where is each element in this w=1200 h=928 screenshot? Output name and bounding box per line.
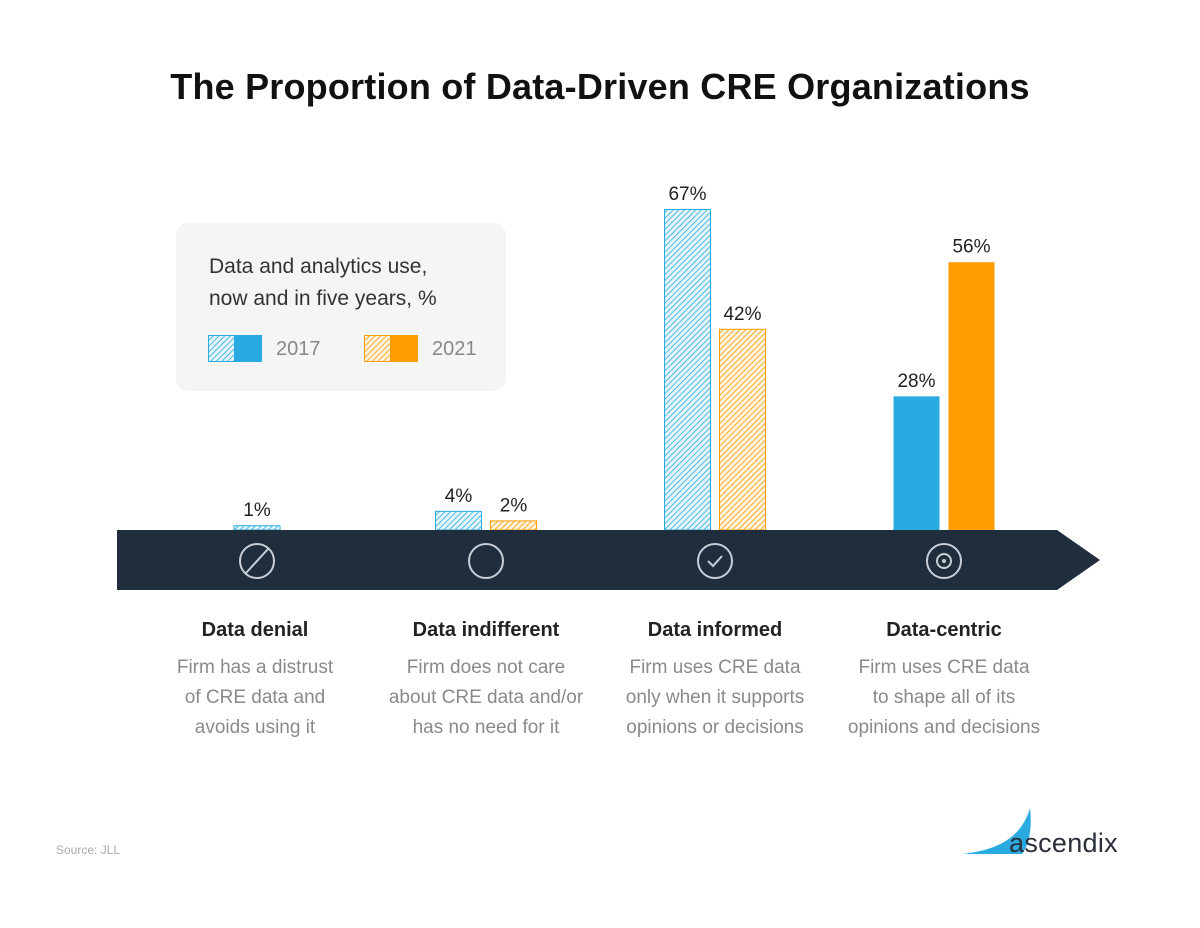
empty-circle-icon (468, 543, 504, 579)
bar-2017-data-denial (233, 525, 281, 531)
source-note: Source: JLL (56, 843, 121, 857)
category-description: Firm uses CRE data only when it supports… (625, 657, 805, 738)
category-data-denial: Data denial Firm has a distrust of CRE d… (135, 615, 375, 743)
category-title: Data-centric (886, 619, 1002, 641)
logo-swoosh-icon (962, 808, 1031, 854)
bar-2021-data-indifferent (490, 520, 537, 531)
data-label: 42% (723, 304, 761, 325)
bar-2017-data-informed (664, 209, 711, 531)
category-description: Firm has a distrust of CRE data and avoi… (176, 657, 334, 738)
category-description: Firm uses CRE data to shape all of its o… (847, 657, 1041, 738)
ascendix-logo: ascendix (960, 806, 1150, 866)
category-description: Firm does not care about CRE data and/or… (388, 657, 584, 738)
category-title: Data indifferent (412, 619, 560, 641)
logo-text: ascendix (1009, 828, 1118, 858)
check-circle-icon (697, 543, 733, 579)
legend: Data and analytics use, now and in five … (176, 223, 506, 391)
timeline-band (117, 530, 1100, 590)
bar-2017-data-indifferent (435, 510, 482, 531)
legend-label-2017: 2017 (276, 338, 321, 360)
legend-swatch-2017 (208, 335, 262, 362)
category-data-centric: Data-centric Firm uses CRE data to shape… (824, 615, 1064, 743)
legend-swatch-2021 (364, 335, 418, 362)
data-label: 56% (952, 237, 990, 258)
category-title: Data informed (647, 619, 783, 641)
data-label: 67% (668, 184, 706, 205)
slash-circle-icon (239, 543, 275, 579)
bar-2017-data-centric (893, 396, 940, 530)
target-circle-icon (926, 543, 962, 579)
data-label: 28% (897, 371, 935, 392)
data-label: 1% (243, 500, 271, 521)
chart-title: The Proportion of Data-Driven CRE Organi… (170, 66, 1030, 107)
category-title: Data denial (201, 619, 309, 641)
bar-2021-data-centric (948, 262, 995, 530)
legend-title: Data and analytics use, now and in five … (209, 255, 437, 310)
data-label: 4% (445, 486, 473, 507)
category-data-informed: Data informed Firm uses CRE data only wh… (595, 615, 835, 743)
category-data-indifferent: Data indifferent Firm does not care abou… (366, 615, 606, 743)
bar-2021-data-informed (719, 328, 766, 531)
data-label: 2% (500, 495, 528, 516)
legend-label-2021: 2021 (432, 338, 477, 360)
